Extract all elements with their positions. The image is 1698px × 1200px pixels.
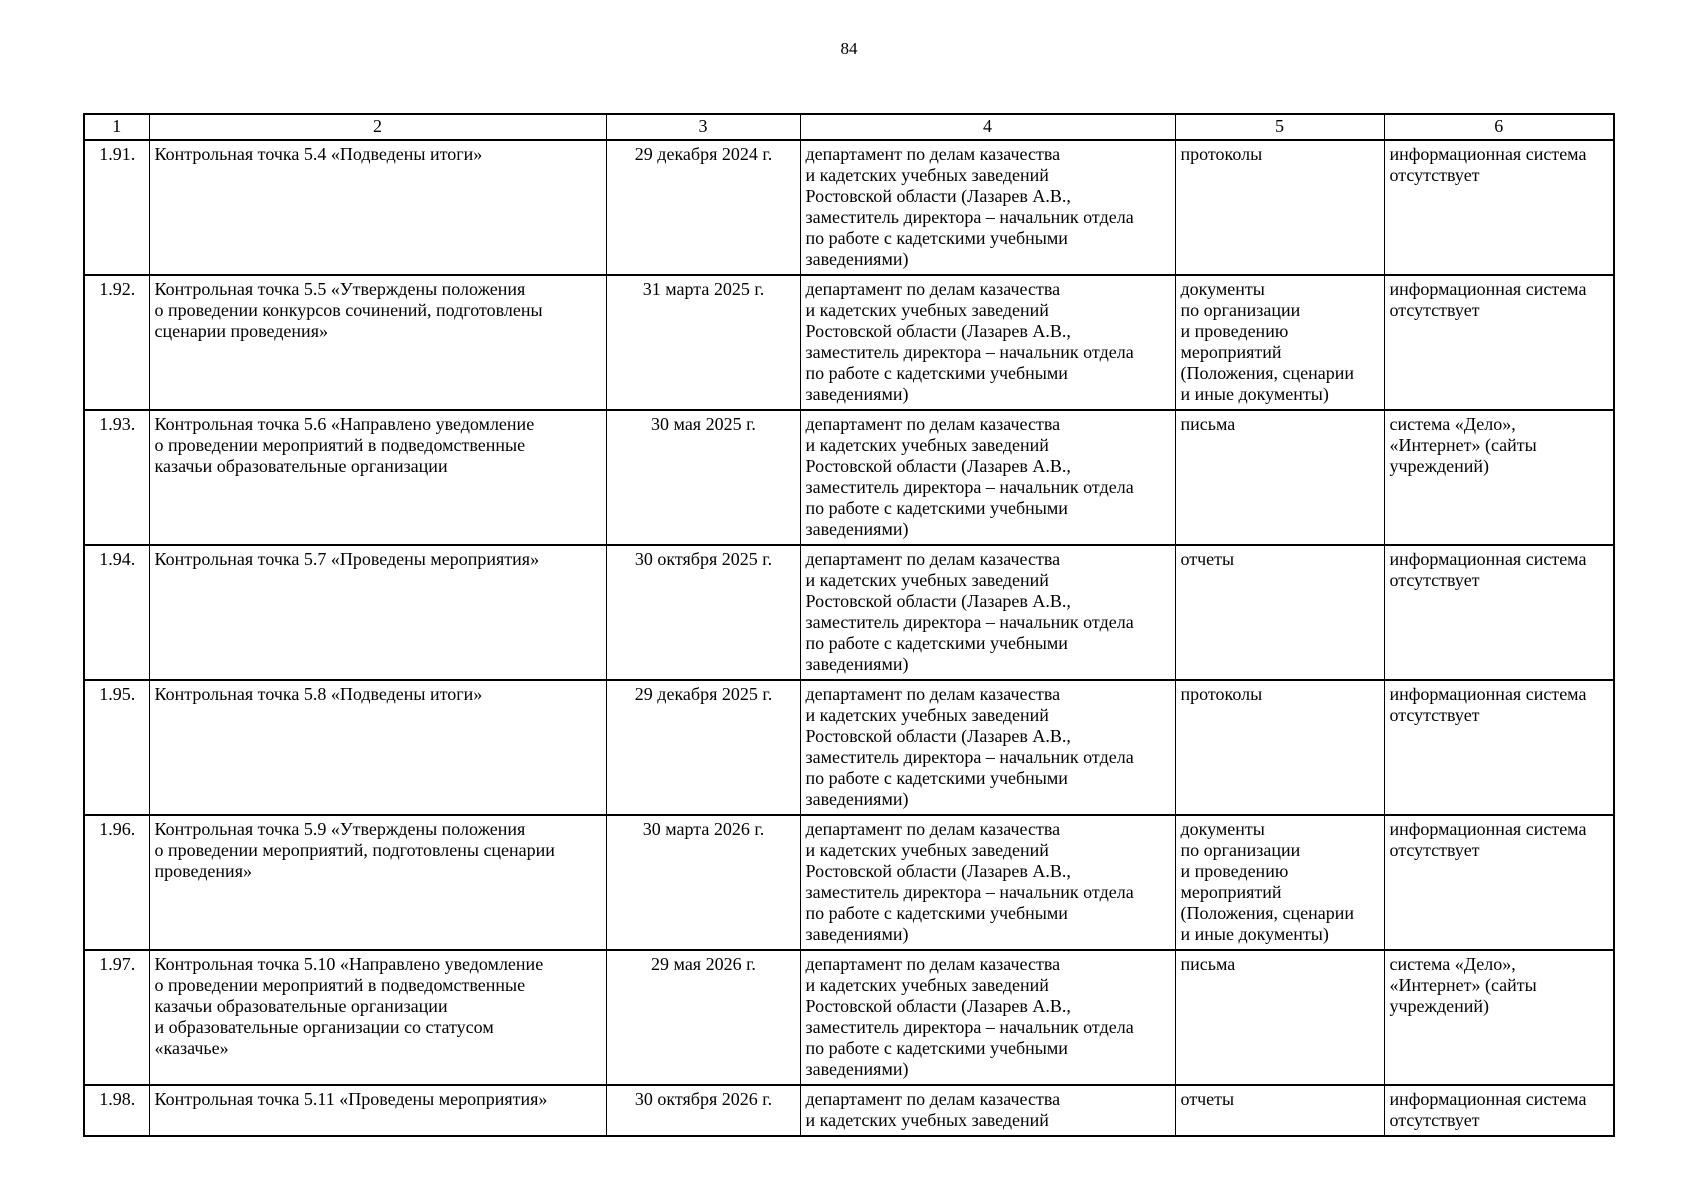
cell-system: информационная система отсутствует bbox=[1383, 814, 1615, 951]
table-row: 1.92. Контрольная точка 5.5 «Утверждены … bbox=[83, 274, 1615, 411]
column-header-name: 2 bbox=[148, 113, 607, 141]
cell-control-point: Контрольная точка 5.9 «Утверждены положе… bbox=[148, 814, 607, 951]
cell-responsible: департамент по делам казачества и кадетс… bbox=[799, 1084, 1176, 1137]
column-header-num: 1 bbox=[83, 113, 150, 141]
table-row: 1.93. Контрольная точка 5.6 «Направлено … bbox=[83, 409, 1615, 546]
cell-date: 29 декабря 2025 г. bbox=[605, 679, 801, 816]
control-points-table: 1 2 3 4 5 6 1.91. Контрольная точка 5.4 … bbox=[83, 113, 1615, 1137]
cell-control-point: Контрольная точка 5.10 «Направлено уведо… bbox=[148, 949, 607, 1086]
table-row: 1.97. Контрольная точка 5.10 «Направлено… bbox=[83, 949, 1615, 1086]
cell-responsible: департамент по делам казачества и кадетс… bbox=[799, 409, 1176, 546]
table-header-row: 1 2 3 4 5 6 bbox=[83, 113, 1615, 141]
cell-documents: письма bbox=[1174, 409, 1385, 546]
cell-documents: протоколы bbox=[1174, 679, 1385, 816]
cell-responsible: департамент по делам казачества и кадетс… bbox=[799, 274, 1176, 411]
cell-row-number: 1.92. bbox=[83, 274, 150, 411]
cell-row-number: 1.97. bbox=[83, 949, 150, 1086]
cell-responsible: департамент по делам казачества и кадетс… bbox=[799, 544, 1176, 681]
cell-documents: протоколы bbox=[1174, 139, 1385, 276]
cell-system: информационная система отсутствует bbox=[1383, 1084, 1615, 1137]
cell-date: 30 октября 2026 г. bbox=[605, 1084, 801, 1137]
table-row: 1.94. Контрольная точка 5.7 «Проведены м… bbox=[83, 544, 1615, 681]
cell-row-number: 1.96. bbox=[83, 814, 150, 951]
column-header-responsible: 4 bbox=[799, 113, 1176, 141]
table-row: 1.98. Контрольная точка 5.11 «Проведены … bbox=[83, 1084, 1615, 1137]
table-row: 1.95. Контрольная точка 5.8 «Подведены и… bbox=[83, 679, 1615, 816]
column-header-documents: 5 bbox=[1174, 113, 1385, 141]
cell-control-point: Контрольная точка 5.4 «Подведены итоги» bbox=[148, 139, 607, 276]
cell-date: 29 декабря 2024 г. bbox=[605, 139, 801, 276]
cell-responsible: департамент по делам казачества и кадетс… bbox=[799, 679, 1176, 816]
cell-control-point: Контрольная точка 5.8 «Подведены итоги» bbox=[148, 679, 607, 816]
table-body: 1.91. Контрольная точка 5.4 «Подведены и… bbox=[83, 139, 1615, 1137]
table-row: 1.91. Контрольная точка 5.4 «Подведены и… bbox=[83, 139, 1615, 276]
cell-system: информационная система отсутствует bbox=[1383, 139, 1615, 276]
cell-row-number: 1.94. bbox=[83, 544, 150, 681]
cell-control-point: Контрольная точка 5.7 «Проведены меропри… bbox=[148, 544, 607, 681]
cell-documents: письма bbox=[1174, 949, 1385, 1086]
column-header-system: 6 bbox=[1383, 113, 1615, 141]
page-number: 84 bbox=[840, 39, 858, 58]
cell-date: 30 мая 2025 г. bbox=[605, 409, 801, 546]
cell-date: 30 октября 2025 г. bbox=[605, 544, 801, 681]
cell-system: информационная система отсутствует bbox=[1383, 274, 1615, 411]
cell-responsible: департамент по делам казачества и кадетс… bbox=[799, 814, 1176, 951]
cell-documents: отчеты bbox=[1174, 1084, 1385, 1137]
cell-control-point: Контрольная точка 5.6 «Направлено уведом… bbox=[148, 409, 607, 546]
cell-control-point: Контрольная точка 5.11 «Проведены меропр… bbox=[148, 1084, 607, 1137]
cell-date: 31 марта 2025 г. bbox=[605, 274, 801, 411]
cell-system: система «Дело», «Интернет» (сайты учрежд… bbox=[1383, 949, 1615, 1086]
cell-system: информационная система отсутствует bbox=[1383, 544, 1615, 681]
cell-control-point: Контрольная точка 5.5 «Утверждены положе… bbox=[148, 274, 607, 411]
cell-documents: отчеты bbox=[1174, 544, 1385, 681]
cell-row-number: 1.91. bbox=[83, 139, 150, 276]
cell-date: 30 марта 2026 г. bbox=[605, 814, 801, 951]
cell-documents: документы по организации и проведению ме… bbox=[1174, 814, 1385, 951]
cell-documents: документы по организации и проведению ме… bbox=[1174, 274, 1385, 411]
cell-system: информационная система отсутствует bbox=[1383, 679, 1615, 816]
cell-responsible: департамент по делам казачества и кадетс… bbox=[799, 949, 1176, 1086]
column-header-date: 3 bbox=[605, 113, 801, 141]
cell-row-number: 1.93. bbox=[83, 409, 150, 546]
cell-row-number: 1.95. bbox=[83, 679, 150, 816]
cell-date: 29 мая 2026 г. bbox=[605, 949, 801, 1086]
cell-row-number: 1.98. bbox=[83, 1084, 150, 1137]
cell-responsible: департамент по делам казачества и кадетс… bbox=[799, 139, 1176, 276]
cell-system: система «Дело», «Интернет» (сайты учрежд… bbox=[1383, 409, 1615, 546]
table-row: 1.96. Контрольная точка 5.9 «Утверждены … bbox=[83, 814, 1615, 951]
